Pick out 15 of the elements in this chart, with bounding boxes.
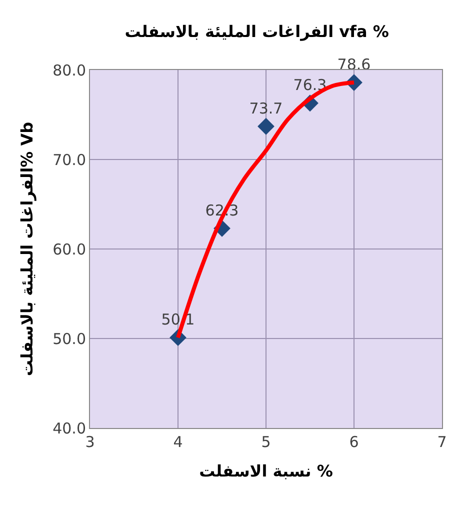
y-tick-label: 50.0: [52, 330, 86, 348]
x-tick-label: 6: [349, 433, 359, 451]
y-tick-label: 70.0: [52, 150, 86, 169]
x-tick-label: 7: [437, 433, 447, 451]
x-tick-label: 5: [261, 433, 271, 451]
x-axis-title: نسبة الاسفلت %: [199, 462, 333, 481]
chart-title: الفراغات المليئة بالاسفلت vfa %: [124, 22, 389, 41]
point: [258, 118, 274, 135]
x-tick-label: 3: [85, 433, 95, 451]
x-tick-label: 4: [173, 433, 183, 451]
y-tick-label: 40.0: [52, 419, 86, 438]
y-tick-label: 60.0: [52, 240, 86, 258]
y-axis-title: الفراغات المليئة بالاسفلت% Vb: [17, 122, 36, 376]
y-tick-label: 80.0: [52, 61, 86, 80]
data-label: 73.7: [249, 100, 283, 118]
